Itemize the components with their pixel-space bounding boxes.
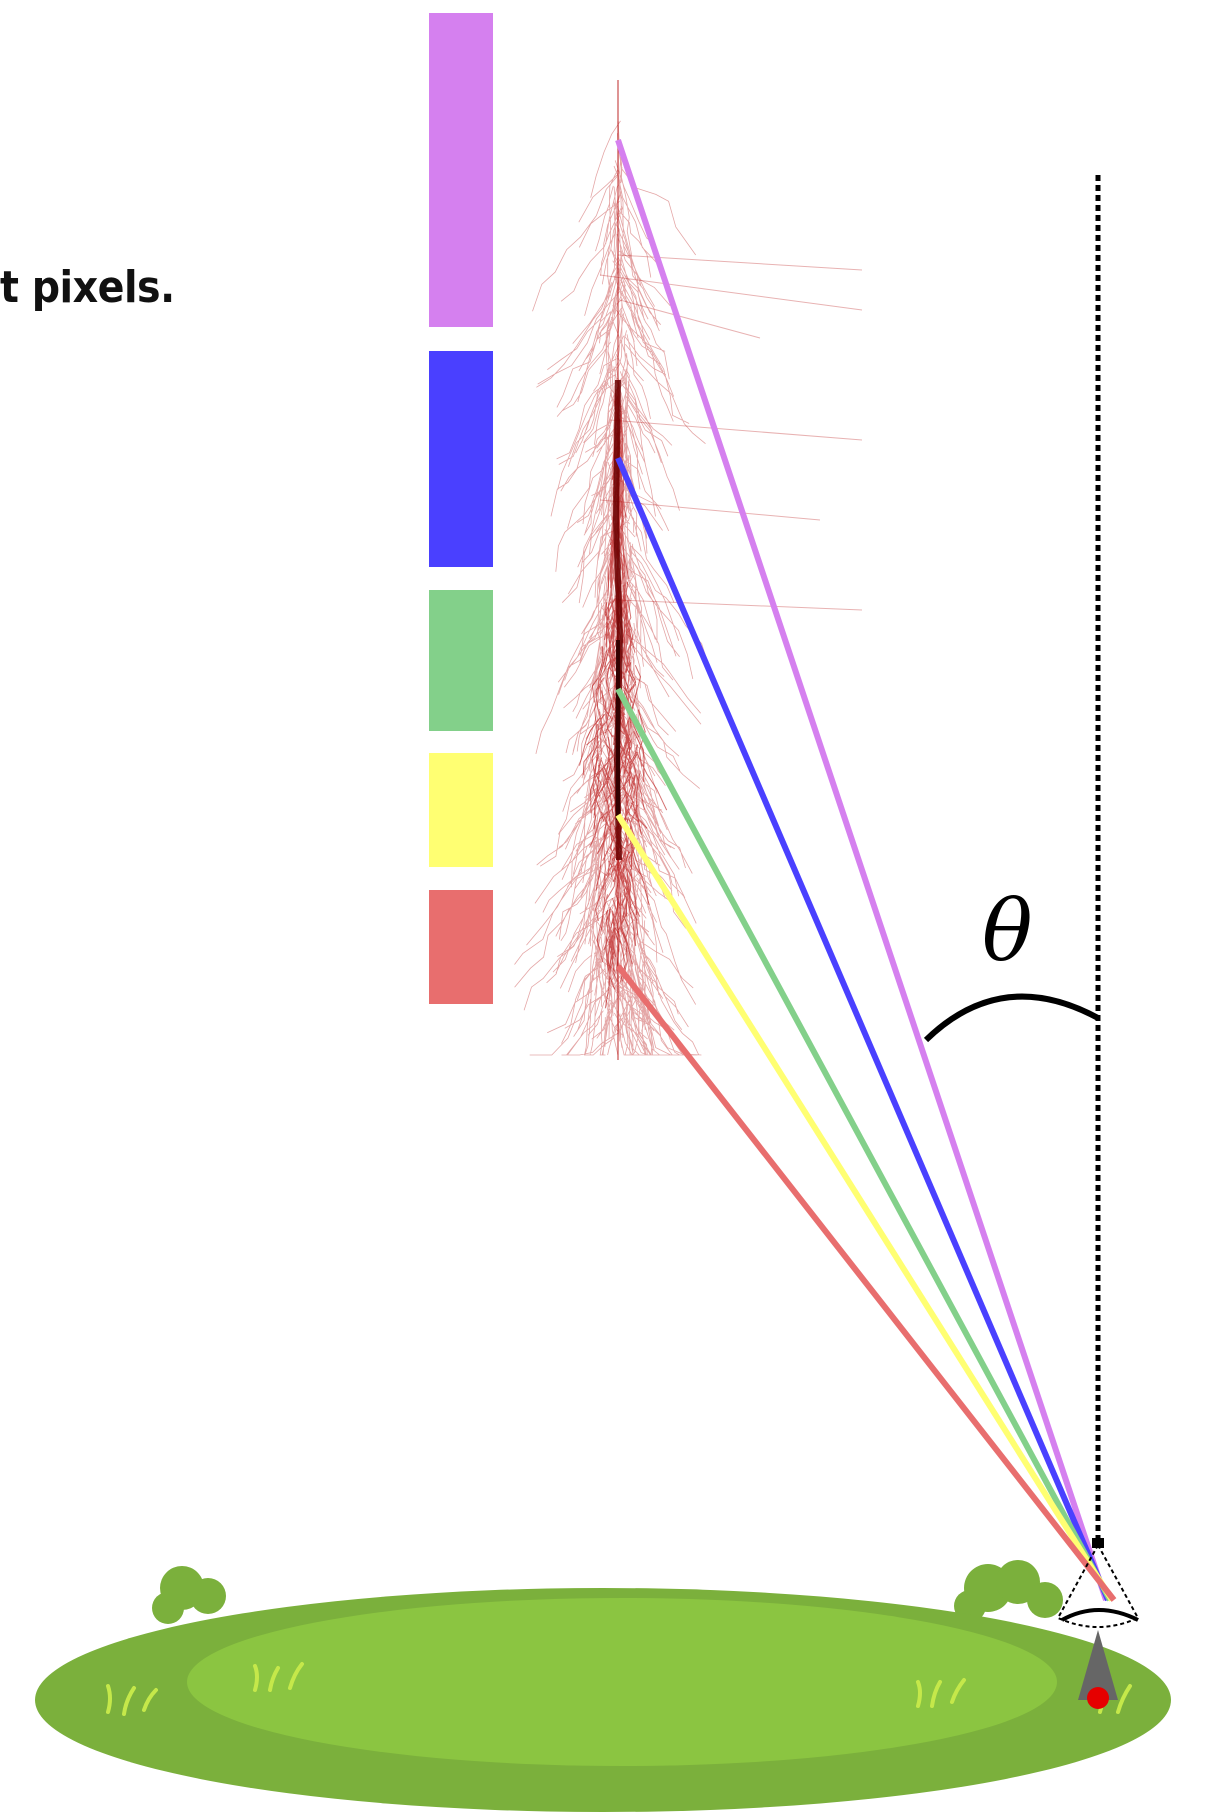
angle-label: θ xyxy=(982,882,1033,980)
grass-ground-icon xyxy=(35,1560,1171,1812)
caption-text: t pixels. xyxy=(0,262,175,313)
zenith-angle-arc xyxy=(923,993,1100,1043)
pixel-yellow-bar xyxy=(429,753,493,867)
pixel-blue-sight-line xyxy=(615,456,1111,1602)
pixel-yellow-sight-line xyxy=(615,813,1115,1602)
pixel-violet-bar xyxy=(429,13,493,327)
pixel-blue-bar xyxy=(429,351,493,567)
pixel-green-bar xyxy=(429,590,493,731)
telescope-icon xyxy=(1056,1538,1140,1709)
air-shower-illustration xyxy=(514,80,863,1060)
pixel-red-bar xyxy=(429,890,493,1004)
pixel-red-sight-line xyxy=(615,964,1117,1602)
pixel-green-sight-line xyxy=(615,687,1113,1602)
pixel-violet-sight-line xyxy=(615,139,1109,1601)
